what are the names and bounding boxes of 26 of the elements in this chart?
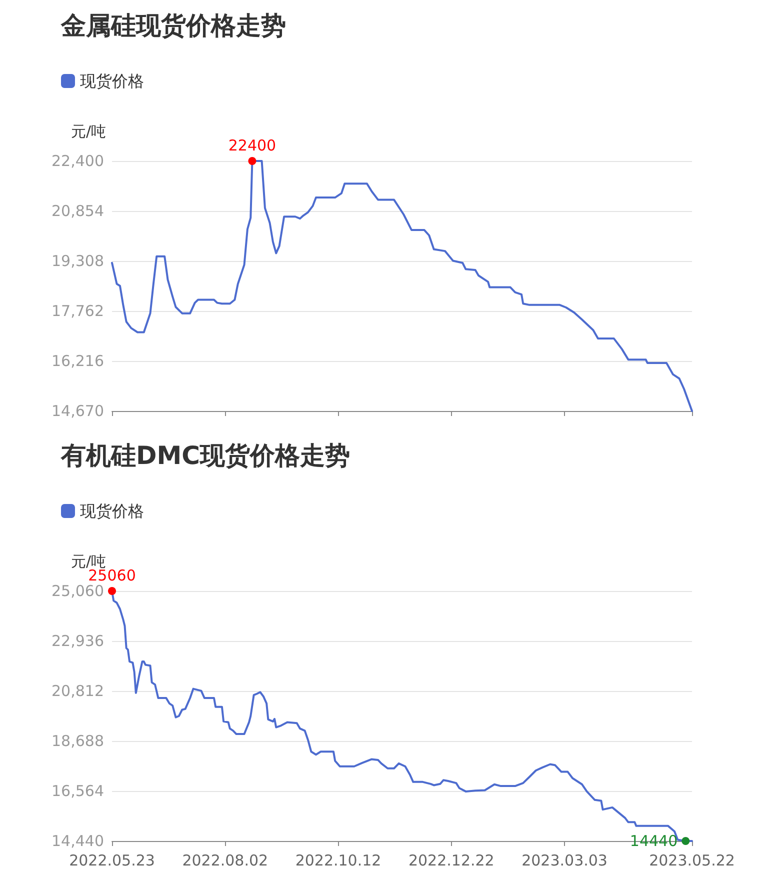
x-tick-label: 2023.05.22 bbox=[649, 852, 735, 870]
chart-title: 金属硅现货价格走势 bbox=[60, 11, 286, 40]
x-tick-label: 2023.03.03 bbox=[522, 852, 608, 870]
annotation: 22400 bbox=[228, 136, 276, 154]
y-tick-label: 20,812 bbox=[52, 682, 104, 700]
y-axis-title: 元/吨 bbox=[70, 122, 106, 140]
y-tick-label: 18,688 bbox=[52, 732, 104, 750]
annotation: 14440 bbox=[630, 832, 678, 850]
y-tick-label: 25,060 bbox=[52, 582, 104, 600]
x-tick-label: 2022.10.12 bbox=[295, 852, 382, 870]
y-tick-label: 20,854 bbox=[52, 202, 104, 220]
y-tick-label: 14,440 bbox=[52, 832, 104, 850]
legend-label: 现货价格 bbox=[80, 502, 144, 520]
x-tick-label: 2022.08.02 bbox=[182, 852, 268, 870]
x-tick-label: 2022.12.22 bbox=[408, 852, 494, 870]
y-tick-label: 22,936 bbox=[52, 632, 104, 650]
y-tick-label: 19,308 bbox=[52, 252, 104, 270]
y-tick-label: 17,762 bbox=[52, 302, 104, 320]
legend-label: 现货价格 bbox=[80, 72, 144, 90]
x-tick-label: 2022.05.23 bbox=[69, 852, 155, 870]
y-tick-label: 16,216 bbox=[52, 352, 104, 370]
y-tick-label: 22,400 bbox=[52, 152, 104, 170]
y-axis-title: 元/吨 bbox=[70, 552, 106, 570]
y-tick-label: 16,564 bbox=[52, 782, 104, 800]
chart-title: 有机硅DMC现货价格走势 bbox=[60, 441, 350, 470]
y-tick-label: 14,670 bbox=[52, 402, 104, 420]
